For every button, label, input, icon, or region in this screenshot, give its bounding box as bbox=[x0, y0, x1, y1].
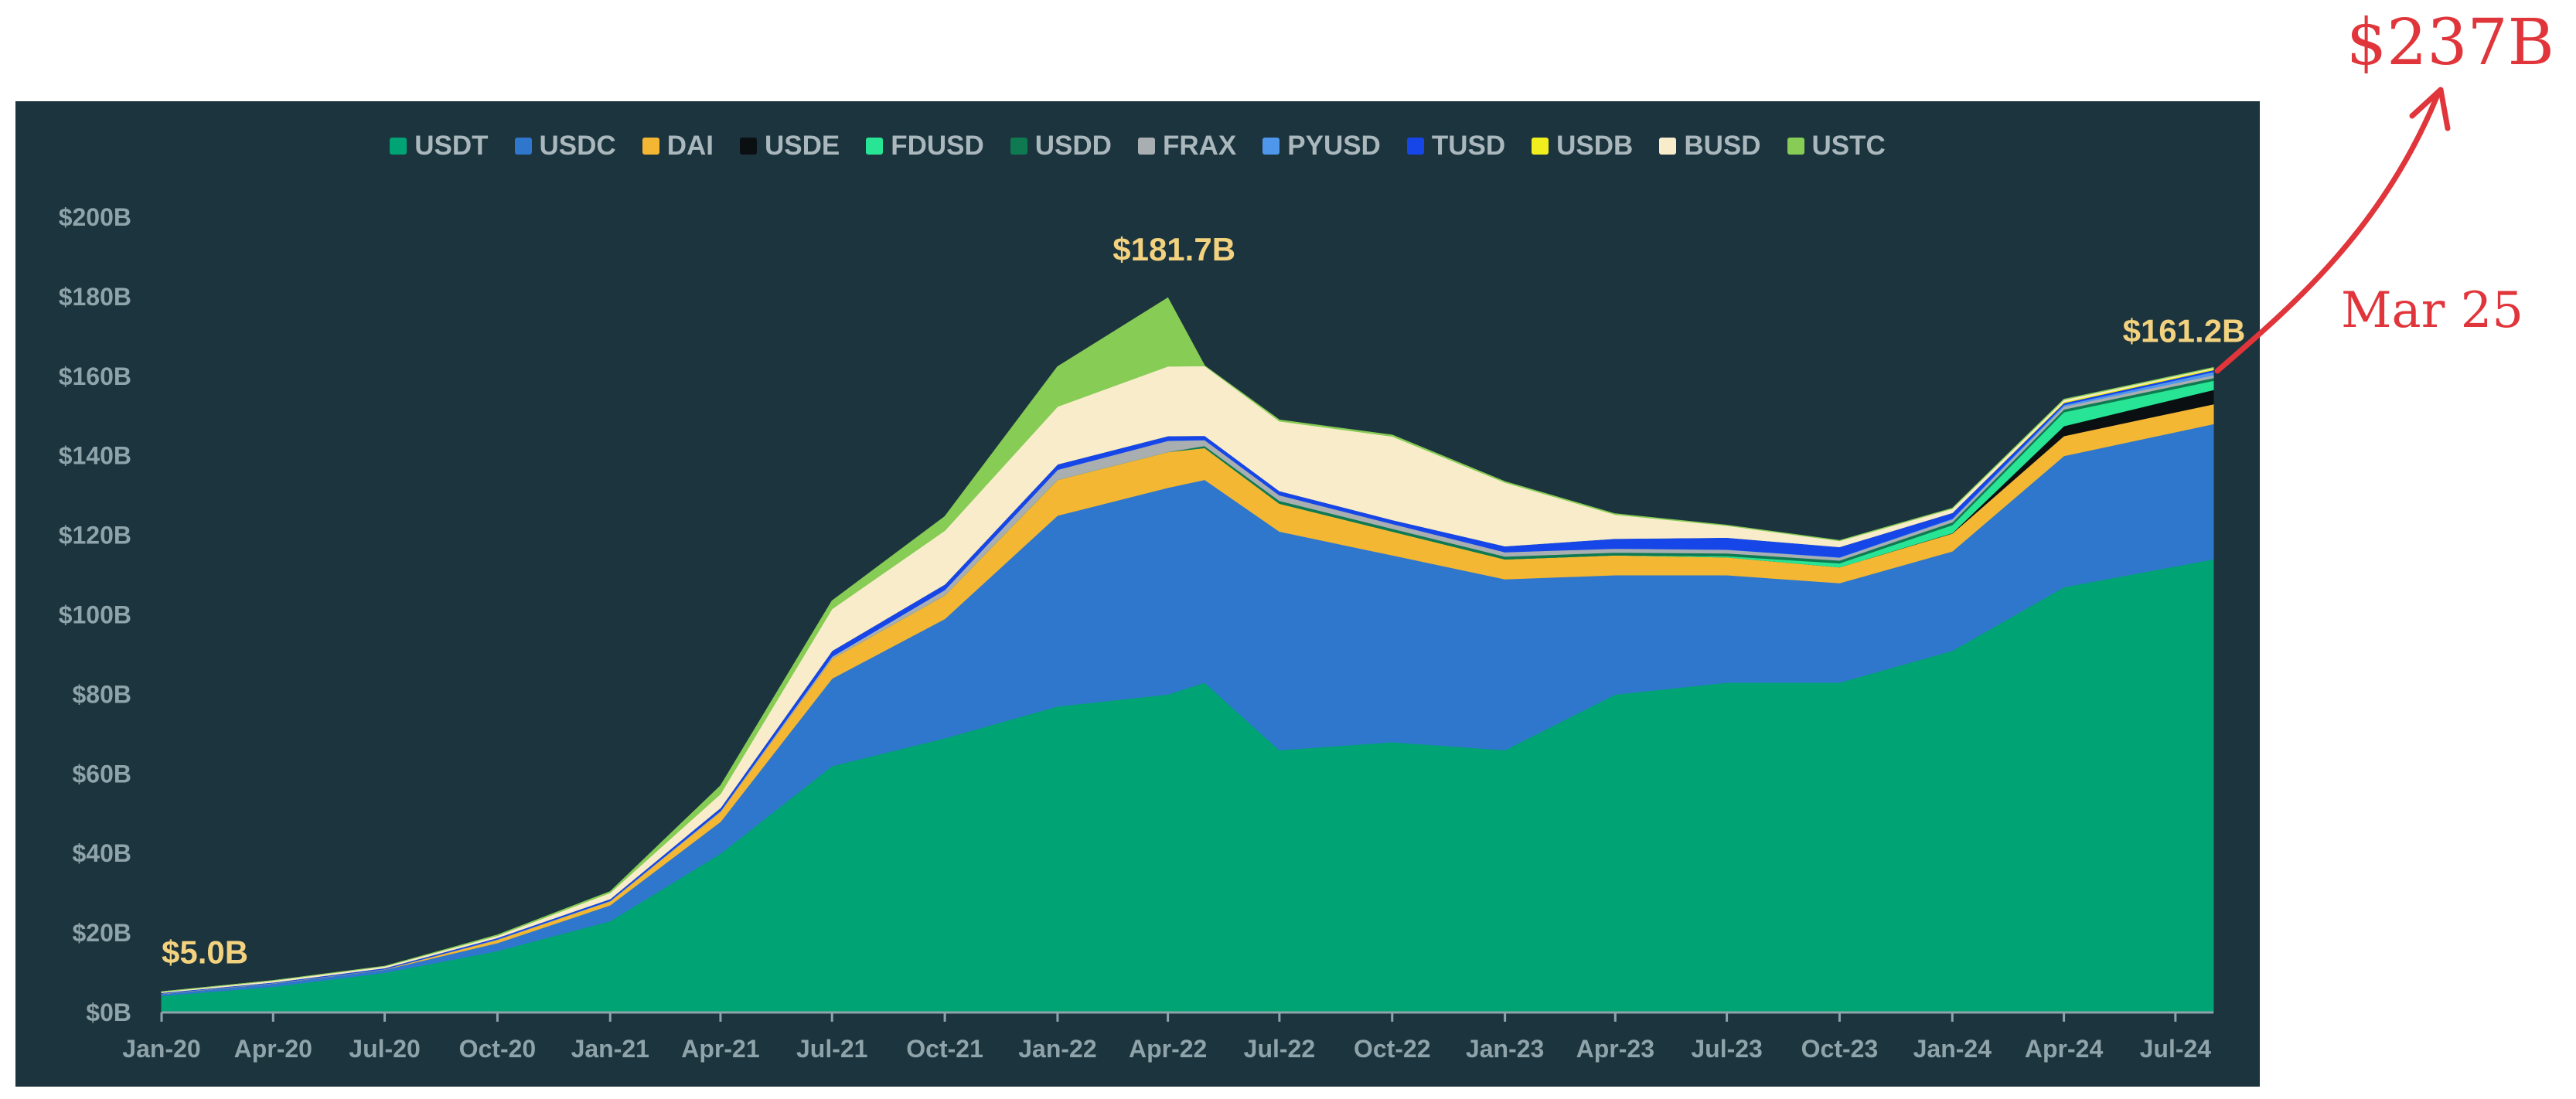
value-callout: $161.2B bbox=[2123, 313, 2246, 349]
legend-item-usdb[interactable]: USDB bbox=[1532, 131, 1633, 162]
y-tick-label: $200B bbox=[59, 203, 131, 231]
legend-label: USDD bbox=[1034, 131, 1112, 161]
chart-legend: USDT USDC DAI USDE FDUSD USDD FRAX PYUSD TUSD USD… bbox=[15, 131, 2260, 162]
legend-item-pyusd[interactable]: PYUSD bbox=[1262, 131, 1381, 162]
legend-swatch bbox=[1137, 138, 1155, 155]
x-tick-label: Oct-21 bbox=[906, 1035, 983, 1063]
legend-item-busd[interactable]: BUSD bbox=[1659, 131, 1761, 162]
x-tick-label: Apr-20 bbox=[234, 1035, 312, 1063]
y-tick-label: $80B bbox=[73, 680, 132, 708]
x-tick-label: Oct-22 bbox=[1354, 1035, 1431, 1063]
legend-label: FDUSD bbox=[891, 131, 984, 161]
stablecoin-chart-panel: $0B $20B $40B $60B $80B $100B $120B $140B $160B $… bbox=[15, 101, 2260, 1087]
x-tick-label: Apr-22 bbox=[1129, 1035, 1207, 1063]
legend-swatch bbox=[514, 138, 532, 155]
legend-item-ustc[interactable]: USTC bbox=[1787, 131, 1886, 162]
legend-label: USDE bbox=[764, 131, 840, 161]
y-tick-label: $40B bbox=[73, 839, 132, 867]
legend-label: USDT bbox=[414, 131, 489, 161]
legend-label: USTC bbox=[1811, 131, 1886, 161]
y-tick-label: $180B bbox=[59, 283, 131, 311]
area-series-ustc bbox=[161, 297, 2214, 992]
legend-item-usdd[interactable]: USDD bbox=[1010, 131, 1112, 162]
x-tick-label: Jan-21 bbox=[571, 1035, 649, 1063]
legend-label: TUSD bbox=[1431, 131, 1506, 161]
legend-label: DAI bbox=[666, 131, 714, 161]
legend-item-frax[interactable]: FRAX bbox=[1137, 131, 1237, 162]
legend-label: USDB bbox=[1556, 131, 1634, 161]
x-tick-label: Jan-23 bbox=[1466, 1035, 1544, 1063]
y-tick-label: $20B bbox=[73, 919, 132, 947]
legend-swatch bbox=[1010, 138, 1027, 155]
y-tick-label: $60B bbox=[73, 760, 132, 788]
legend-label: FRAX bbox=[1162, 131, 1237, 161]
x-tick-label: Apr-23 bbox=[1576, 1035, 1654, 1063]
legend-item-fdusd[interactable]: FDUSD bbox=[866, 131, 984, 162]
x-tick-label: Jan-22 bbox=[1018, 1035, 1096, 1063]
x-tick-label: Jul-23 bbox=[1691, 1035, 1762, 1063]
x-tick-label: Oct-23 bbox=[1801, 1035, 1879, 1063]
x-tick-label: Jul-21 bbox=[796, 1035, 867, 1063]
legend-item-usde[interactable]: USDE bbox=[739, 131, 840, 162]
legend-swatch bbox=[739, 138, 757, 155]
hand-arrow-head bbox=[2409, 87, 2451, 131]
legend-label: USDC bbox=[539, 131, 616, 161]
y-tick-label: $120B bbox=[59, 522, 131, 550]
legend-swatch bbox=[642, 138, 659, 155]
x-tick-label: Apr-21 bbox=[681, 1035, 759, 1063]
x-tick-label: Jul-20 bbox=[349, 1035, 420, 1063]
x-tick-label: Jul-22 bbox=[1244, 1035, 1315, 1063]
legend-label: BUSD bbox=[1684, 131, 1761, 161]
x-tick-label: Jan-24 bbox=[1913, 1035, 1992, 1063]
y-tick-label: $140B bbox=[59, 442, 131, 470]
legend-swatch bbox=[390, 138, 407, 155]
hand-annotation-date: Mar 25 bbox=[2341, 282, 2524, 339]
y-tick-label: $160B bbox=[59, 362, 131, 390]
x-tick-label: Jul-24 bbox=[2140, 1035, 2212, 1063]
legend-swatch bbox=[1532, 138, 1549, 155]
value-callout: $181.7B bbox=[1113, 231, 1235, 267]
legend-swatch bbox=[1787, 138, 1804, 155]
legend-swatch bbox=[866, 138, 884, 155]
hand-annotation-total: $237B bbox=[2346, 6, 2554, 80]
legend-swatch bbox=[1406, 138, 1424, 155]
legend-label: PYUSD bbox=[1287, 131, 1381, 161]
y-tick-label: $100B bbox=[59, 601, 131, 629]
x-tick-label: Apr-24 bbox=[2025, 1035, 2104, 1063]
value-callout: $5.0B bbox=[162, 934, 248, 970]
x-tick-label: Oct-20 bbox=[459, 1035, 537, 1063]
legend-item-usdc[interactable]: USDC bbox=[514, 131, 616, 162]
legend-swatch bbox=[1659, 138, 1677, 155]
legend-item-dai[interactable]: DAI bbox=[642, 131, 714, 162]
x-tick-label: Jan-20 bbox=[122, 1035, 200, 1063]
y-tick-label: $0B bbox=[86, 999, 131, 1026]
legend-item-usdt[interactable]: USDT bbox=[390, 131, 489, 162]
stacked-area-chart: $0B $20B $40B $60B $80B $100B $120B $140B $160B $… bbox=[59, 203, 2246, 1063]
legend-item-tusd[interactable]: TUSD bbox=[1406, 131, 1506, 162]
legend-swatch bbox=[1262, 138, 1280, 155]
